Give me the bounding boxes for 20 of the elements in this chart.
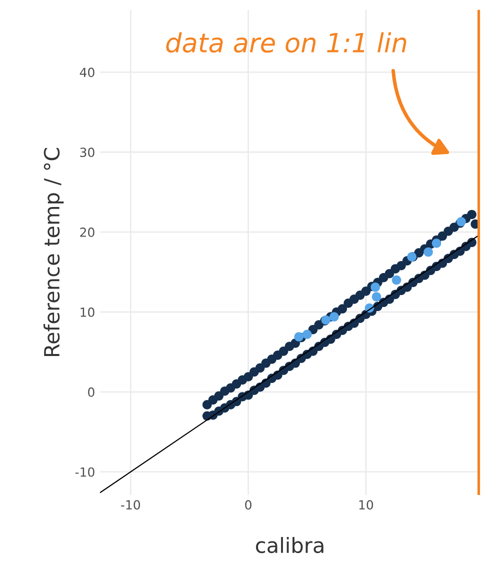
y-tick-label: 20 xyxy=(80,228,94,237)
point xyxy=(302,330,312,340)
x-axis-title: calibra xyxy=(256,537,324,554)
point xyxy=(370,282,380,292)
x-tick-label: 0 xyxy=(245,500,252,510)
point xyxy=(294,332,304,342)
y-tick-label: 40 xyxy=(80,68,94,78)
point xyxy=(372,292,382,302)
annotation: data are on 1:1 lin xyxy=(166,32,406,53)
y-tick-label: -10 xyxy=(75,467,94,477)
point xyxy=(432,238,442,248)
x-tick-label: -10 xyxy=(121,500,140,510)
y-axis-title: Reference temp / °C xyxy=(43,148,64,356)
x-tick-label: 10 xyxy=(359,500,374,510)
y-tick-label: 10 xyxy=(80,307,94,317)
point xyxy=(330,312,339,322)
y-tick-label: 30 xyxy=(80,148,94,158)
point xyxy=(392,275,402,285)
y-tick-label: 0 xyxy=(88,387,94,397)
point xyxy=(424,247,433,257)
